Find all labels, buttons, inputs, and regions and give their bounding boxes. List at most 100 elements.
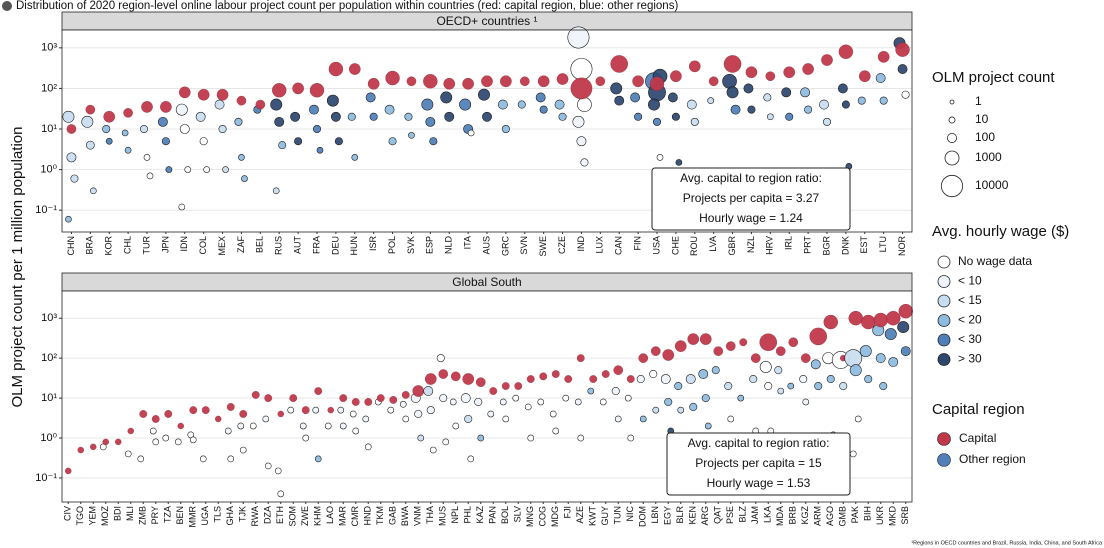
capital-point [85,104,96,115]
region-point [324,422,332,430]
x-tick-label: HND [363,506,373,526]
x-tick-label: NPL [450,506,460,524]
region-point [897,64,908,74]
chart-title: Distribution of 2020 region-level online… [16,0,678,12]
region-point [554,99,565,110]
capital-point [177,422,184,430]
region-point [539,105,548,114]
region-point [574,398,582,406]
x-tick-label: KHM [313,506,323,526]
annotation-text: Avg. capital to region ratio: [688,436,830,450]
capital-point [127,427,134,435]
x-tick-label: ZAF [236,235,246,253]
capital-point [90,443,97,451]
x-tick-label: LKA [763,506,773,523]
region-point [175,103,188,116]
region-point [512,394,520,402]
x-tick-label: DEU [330,236,340,255]
x-tick-label: KWT [588,506,598,526]
region-point [634,112,643,121]
x-tick-label: MMR [188,506,198,528]
region-point [664,397,673,406]
region-point [774,366,783,375]
capital-point [759,333,777,351]
x-tick-label: BEL [255,236,265,253]
region-point [421,98,434,111]
capital-point [115,438,122,446]
region-point [785,112,794,121]
region-point [425,116,436,127]
region-point [787,382,795,390]
region-point [879,382,888,391]
capital-point [895,42,910,57]
y-tick-label: 10¹ [41,123,57,135]
capital-legend-symbol [937,453,951,467]
region-point [671,112,680,121]
region-point [624,394,632,402]
x-tick-label: UGA [200,506,210,526]
region-point [66,152,77,163]
region-point [822,117,832,126]
capital-point [800,353,811,363]
region-point [879,96,888,105]
annotation-box [651,167,851,231]
y-tick-label: 10⁰ [40,432,57,444]
region-point [747,105,756,114]
capital-point [500,75,512,88]
region-point [178,203,186,211]
region-point [157,116,168,127]
capital-point [556,73,569,85]
region-point [810,359,821,370]
x-tick-label: LBN [650,506,660,524]
region-point [686,99,697,110]
region-point [535,92,546,103]
capital-point [688,60,701,73]
region-point [675,159,683,166]
capital-point [537,75,550,88]
footnote: ¹Regions in OECD countries and Brazil, R… [911,540,1103,546]
region-point [730,104,741,115]
region-point [727,415,735,423]
region-point [478,88,490,101]
capital-point [123,108,133,118]
x-tick-label: KOR [104,236,114,256]
region-point [841,100,850,109]
region-point [404,112,413,121]
region-point [844,349,863,368]
capital-point [595,76,606,87]
wage-legend-label: > 30 [958,352,982,366]
x-tick-label: PSE [725,506,735,524]
x-tick-label: MEX [217,236,227,256]
x-tick-label: SRB [900,506,910,525]
region-point [648,98,660,111]
region-point [900,346,911,357]
region-point [274,467,282,475]
x-tick-label: BOL [500,506,510,524]
capital-point [239,410,248,418]
capital-point [376,394,385,402]
y-tick-label: 10³ [41,312,57,324]
panel-title: OECD+ countries ¹ [436,14,537,28]
y-tick-label: 10² [41,82,57,94]
capital-point [725,341,736,351]
x-tick-label: THA [425,506,435,524]
region-point [429,446,437,454]
x-tick-label: LUX [595,236,605,254]
region-point [849,450,857,458]
region-point [124,450,132,458]
region-point [227,455,235,463]
region-point [408,131,415,139]
x-tick-label: GHA [225,506,235,526]
region-point [859,345,872,358]
x-tick-label: PRY [150,506,160,524]
region-point [174,438,182,446]
region-point [537,398,545,406]
capital-point [292,82,304,95]
region-point [234,117,243,126]
region-point [294,137,303,146]
region-point [299,422,307,430]
x-tick-label: BEN [175,506,185,525]
region-point [102,124,111,134]
y-tick-label: 10⁰ [40,163,57,175]
capital-point [723,55,742,73]
